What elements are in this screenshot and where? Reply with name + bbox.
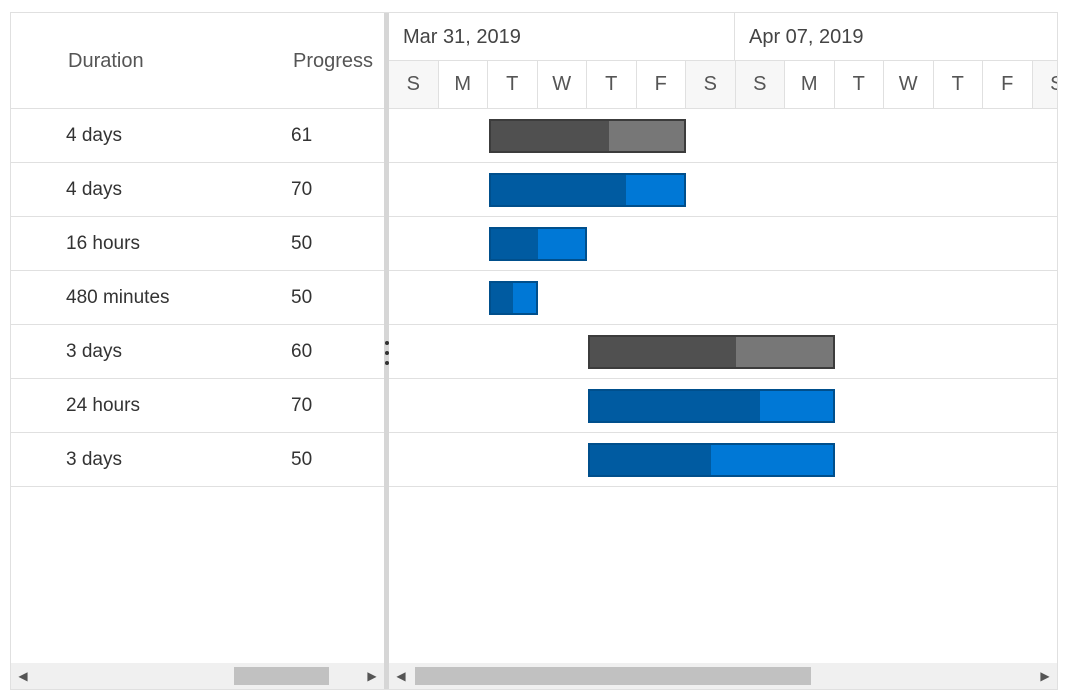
dot (384, 351, 389, 355)
timeline-week-cell: Mar 31, 2019 (389, 13, 735, 61)
task-grid: Duration Progress 4 days 61 4 days 70 16… (11, 13, 384, 689)
timeline-day-cell: S (1032, 61, 1057, 108)
task-bar[interactable] (489, 227, 587, 261)
grid-header: Duration Progress (11, 13, 384, 109)
task-bar[interactable] (489, 281, 538, 315)
triangle-left-icon[interactable]: ◀ (396, 669, 406, 683)
table-row[interactable]: 3 days 50 (11, 433, 384, 487)
progress-cell: 50 (291, 232, 313, 254)
timeline-top-tier: Mar 31, 2019 Apr 07, 2019 (389, 13, 1057, 61)
task-progress-fill (491, 283, 514, 313)
table-row[interactable]: 3 days 60 (11, 325, 384, 379)
timeline-day-cell: T (587, 61, 637, 108)
timeline-day-cell: W (538, 61, 587, 108)
duration-cell: 4 days (66, 178, 122, 200)
timeline-day-cell: F (637, 61, 686, 108)
scrollbar-thumb[interactable] (234, 667, 329, 685)
duration-cell: 16 hours (66, 232, 140, 254)
progress-cell: 50 (291, 286, 313, 308)
task-progress-fill (590, 391, 760, 421)
progress-cell: 50 (291, 448, 313, 470)
timeline-bottom-tier: SMTWTFSSMTWTFS (389, 61, 1057, 109)
grid-body: 4 days 61 4 days 70 16 hours 50 480 minu… (11, 109, 384, 487)
progress-cell: 60 (291, 340, 313, 362)
task-progress-fill (491, 229, 538, 259)
table-row[interactable]: 4 days 70 (11, 163, 384, 217)
triangle-left-icon[interactable]: ◀ (18, 669, 28, 683)
timeline-day-cell: M (785, 61, 835, 108)
progress-cell: 70 (291, 178, 313, 200)
task-progress-fill (491, 175, 627, 205)
task-bar[interactable] (588, 389, 835, 423)
chart-pane: Mar 31, 2019 Apr 07, 2019 SMTWTFSSMTWTFS (389, 13, 1057, 689)
timeline-day-cell: F (983, 61, 1033, 108)
scrollbar-thumb[interactable] (415, 667, 811, 685)
task-progress-fill (590, 337, 736, 367)
table-row[interactable]: 4 days 61 (11, 109, 384, 163)
chart-row (389, 433, 1057, 487)
column-header-duration[interactable]: Duration (68, 49, 144, 72)
chart-horizontal-scrollbar[interactable]: ◀ ▶ (389, 663, 1057, 689)
duration-cell: 480 minutes (66, 286, 170, 308)
parent-task-bar[interactable] (588, 335, 835, 369)
chart-rows (389, 109, 1057, 487)
table-row[interactable]: 24 hours 70 (11, 379, 384, 433)
duration-cell: 3 days (66, 448, 122, 470)
timeline-day-cell: S (735, 61, 785, 108)
chart-row (389, 217, 1057, 271)
triangle-right-icon[interactable]: ▶ (367, 669, 377, 683)
progress-cell: 61 (291, 124, 313, 146)
vertical-ellipsis-icon[interactable] (384, 341, 389, 365)
dot (384, 341, 389, 345)
timeline-day-cell: S (686, 61, 736, 108)
timeline-day-cell: M (439, 61, 488, 108)
parent-task-bar[interactable] (489, 119, 686, 153)
progress-cell: 70 (291, 394, 313, 416)
chart-row (389, 109, 1057, 163)
timeline-day-cell: T (835, 61, 884, 108)
timeline-day-cell: S (389, 61, 439, 108)
task-progress-fill (491, 121, 609, 151)
task-progress-fill (590, 445, 712, 475)
grid-horizontal-scrollbar[interactable]: ◀ ▶ (11, 663, 384, 689)
timeline-week-cell: Apr 07, 2019 (735, 13, 1057, 61)
column-header-progress[interactable]: Progress (293, 49, 374, 72)
duration-cell: 24 hours (66, 394, 140, 416)
task-bar[interactable] (588, 443, 835, 477)
gantt-chart: Duration Progress 4 days 61 4 days 70 16… (10, 12, 1058, 690)
timeline-day-cell: T (488, 61, 538, 108)
table-row[interactable]: 16 hours 50 (11, 217, 384, 271)
dot (384, 361, 389, 365)
pane-splitter[interactable] (384, 13, 389, 689)
chart-row (389, 271, 1057, 325)
duration-cell: 3 days (66, 340, 122, 362)
timeline-day-cell: T (934, 61, 983, 108)
duration-cell: 4 days (66, 124, 122, 146)
chart-row (389, 325, 1057, 379)
chart-row (389, 379, 1057, 433)
triangle-right-icon[interactable]: ▶ (1040, 669, 1050, 683)
timeline-day-cell: W (884, 61, 934, 108)
table-row[interactable]: 480 minutes 50 (11, 271, 384, 325)
task-bar[interactable] (489, 173, 686, 207)
chart-row (389, 163, 1057, 217)
